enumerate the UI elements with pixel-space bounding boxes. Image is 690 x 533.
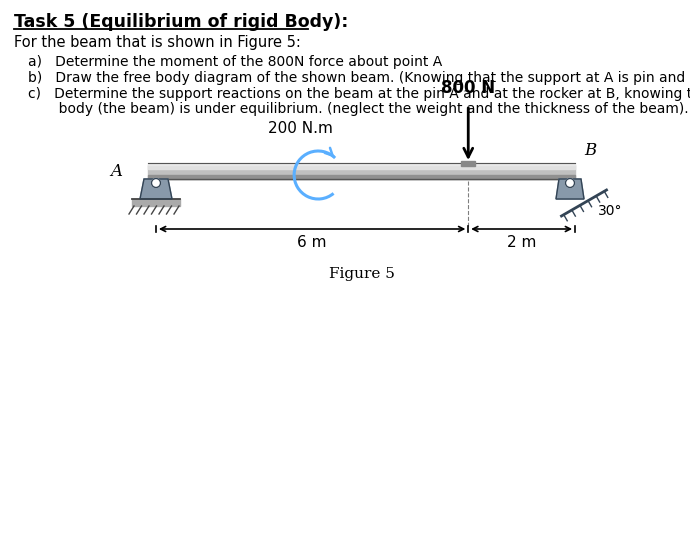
Circle shape	[152, 179, 161, 188]
Text: For the beam that is shown in Figure 5:: For the beam that is shown in Figure 5:	[14, 35, 301, 50]
Bar	[148, 175, 575, 179]
Text: 800 N: 800 N	[441, 79, 495, 97]
Bar	[148, 165, 575, 179]
Polygon shape	[556, 179, 584, 199]
Text: 2 m: 2 m	[507, 235, 536, 250]
Circle shape	[566, 179, 575, 188]
Bar	[461, 161, 475, 166]
Text: c)   Determine the support reactions on the beam at the pin A and at the rocker : c) Determine the support reactions on th…	[28, 87, 690, 101]
Text: 200 N.m: 200 N.m	[268, 121, 333, 136]
Text: a)   Determine the moment of the 800N force about point A: a) Determine the moment of the 800N forc…	[28, 55, 442, 69]
Bar	[148, 163, 575, 165]
Text: A: A	[110, 163, 122, 180]
Text: 30°: 30°	[598, 204, 622, 218]
Text: b)   Draw the free body diagram of the shown beam. (Knowing that the support at : b) Draw the free body diagram of the sho…	[28, 71, 690, 85]
Bar	[148, 165, 575, 169]
Bar	[132, 199, 180, 206]
Text: body (the beam) is under equilibrium. (neglect the weight and the thickness of t: body (the beam) is under equilibrium. (n…	[28, 102, 689, 116]
Text: Figure 5: Figure 5	[328, 267, 395, 281]
Text: B: B	[584, 142, 596, 159]
Text: Task 5 (Equilibrium of rigid Body):: Task 5 (Equilibrium of rigid Body):	[14, 13, 348, 31]
Text: 6 m: 6 m	[297, 235, 327, 250]
Polygon shape	[140, 179, 172, 199]
